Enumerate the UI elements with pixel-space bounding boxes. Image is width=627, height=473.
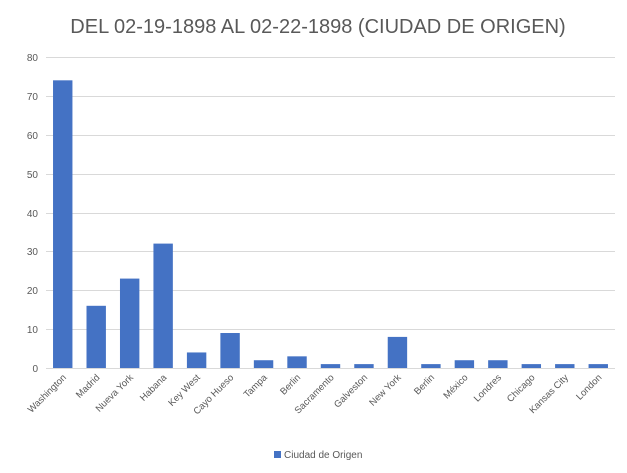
x-tick-label: México <box>441 372 470 401</box>
x-tick-label: Madrid <box>74 372 102 400</box>
x-tick-label: Londres <box>472 372 504 404</box>
x-tick-label: Tampa <box>242 372 270 400</box>
bar[interactable] <box>53 80 73 368</box>
x-tick-label: Galveston <box>332 372 370 410</box>
bar[interactable] <box>521 364 542 368</box>
bar[interactable] <box>287 356 307 368</box>
bar[interactable] <box>220 333 240 368</box>
bar[interactable] <box>153 243 173 368</box>
gridlines <box>46 57 615 369</box>
bar[interactable] <box>488 360 508 368</box>
y-tick-label: 40 <box>27 209 39 220</box>
bar[interactable] <box>86 305 106 368</box>
x-tick-label: Washington <box>26 372 69 415</box>
legend[interactable]: Ciudad de Origen <box>274 450 362 461</box>
bar[interactable] <box>253 360 274 368</box>
x-tick-label: London <box>574 372 604 402</box>
bar[interactable] <box>354 364 374 368</box>
bars <box>53 80 608 368</box>
y-axis-ticks: 0 10 20 30 40 50 60 70 80 <box>27 53 39 375</box>
y-tick-label: 80 <box>27 53 39 64</box>
bar[interactable] <box>320 364 341 368</box>
x-tick-label: Berlin <box>412 372 437 397</box>
chart-title: DEL 02-19-1898 AL 02-22-1898 (CIUDAD DE … <box>70 16 565 38</box>
bar[interactable] <box>421 364 441 368</box>
x-tick-label: Berlin <box>278 372 303 397</box>
y-tick-label: 20 <box>27 286 39 297</box>
bar[interactable] <box>387 336 408 368</box>
y-tick-label: 30 <box>27 247 39 258</box>
legend-label: Ciudad de Origen <box>284 450 362 461</box>
x-tick-label: New York <box>367 372 403 408</box>
y-tick-label: 10 <box>27 325 39 336</box>
x-tick-label: Habana <box>138 372 170 404</box>
y-tick-label: 70 <box>27 92 39 103</box>
bar[interactable] <box>119 278 140 368</box>
bar[interactable] <box>588 364 608 368</box>
legend-swatch <box>274 451 281 458</box>
y-tick-label: 60 <box>27 131 39 142</box>
bar[interactable] <box>555 364 575 368</box>
bar[interactable] <box>186 352 207 368</box>
y-tick-label: 0 <box>32 364 38 375</box>
bar[interactable] <box>454 360 475 368</box>
x-tick-label: Chicago <box>505 372 537 404</box>
y-tick-label: 50 <box>27 170 39 181</box>
